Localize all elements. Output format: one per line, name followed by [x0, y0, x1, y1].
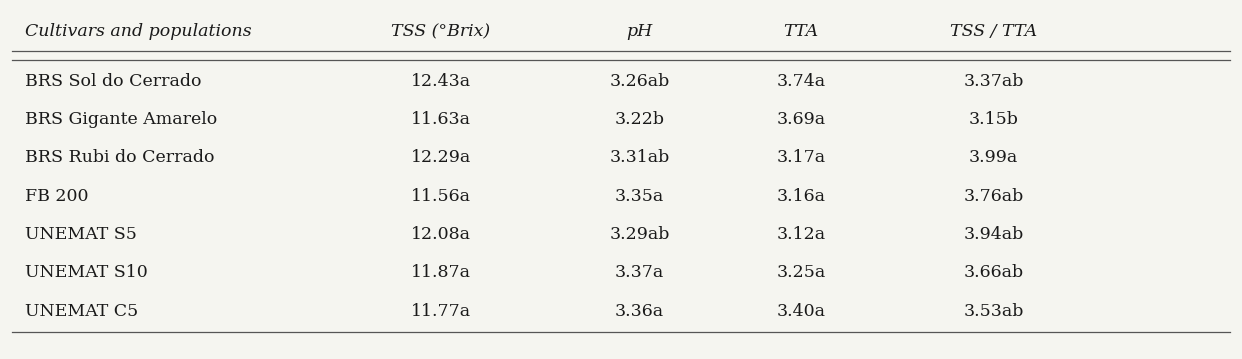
Text: TSS (°Brix): TSS (°Brix)	[391, 23, 491, 40]
Text: 12.08a: 12.08a	[411, 226, 471, 243]
Text: 3.53ab: 3.53ab	[964, 303, 1023, 320]
Text: 3.26ab: 3.26ab	[610, 73, 669, 90]
Text: pH: pH	[626, 23, 653, 40]
Text: 3.22b: 3.22b	[615, 111, 664, 128]
Text: 11.56a: 11.56a	[411, 188, 471, 205]
Text: 11.77a: 11.77a	[411, 303, 471, 320]
Text: 3.15b: 3.15b	[969, 111, 1018, 128]
Text: 3.69a: 3.69a	[776, 111, 826, 128]
Text: 11.63a: 11.63a	[411, 111, 471, 128]
Text: 3.37a: 3.37a	[615, 264, 664, 281]
Text: 3.25a: 3.25a	[776, 264, 826, 281]
Text: TTA: TTA	[784, 23, 818, 40]
Text: 3.35a: 3.35a	[615, 188, 664, 205]
Text: UNEMAT S10: UNEMAT S10	[25, 264, 148, 281]
Text: TSS / TTA: TSS / TTA	[950, 23, 1037, 40]
Text: FB 200: FB 200	[25, 188, 88, 205]
Text: BRS Rubi do Cerrado: BRS Rubi do Cerrado	[25, 149, 215, 166]
Text: 3.31ab: 3.31ab	[610, 149, 669, 166]
Text: 12.43a: 12.43a	[411, 73, 471, 90]
Text: Cultivars and populations: Cultivars and populations	[25, 23, 251, 40]
Text: BRS Gigante Amarelo: BRS Gigante Amarelo	[25, 111, 217, 128]
Text: 11.87a: 11.87a	[411, 264, 471, 281]
Text: BRS Sol do Cerrado: BRS Sol do Cerrado	[25, 73, 201, 90]
Text: UNEMAT S5: UNEMAT S5	[25, 226, 137, 243]
Text: 3.40a: 3.40a	[776, 303, 826, 320]
Text: 3.36a: 3.36a	[615, 303, 664, 320]
Text: UNEMAT C5: UNEMAT C5	[25, 303, 138, 320]
Text: 3.66ab: 3.66ab	[964, 264, 1023, 281]
Text: 3.76ab: 3.76ab	[964, 188, 1023, 205]
Text: 3.12a: 3.12a	[776, 226, 826, 243]
Text: 3.16a: 3.16a	[776, 188, 826, 205]
Text: 3.99a: 3.99a	[969, 149, 1018, 166]
Text: 12.29a: 12.29a	[411, 149, 471, 166]
Text: 3.74a: 3.74a	[776, 73, 826, 90]
Text: 3.37ab: 3.37ab	[964, 73, 1023, 90]
Text: 3.29ab: 3.29ab	[610, 226, 669, 243]
Text: 3.17a: 3.17a	[776, 149, 826, 166]
Text: 3.94ab: 3.94ab	[964, 226, 1023, 243]
